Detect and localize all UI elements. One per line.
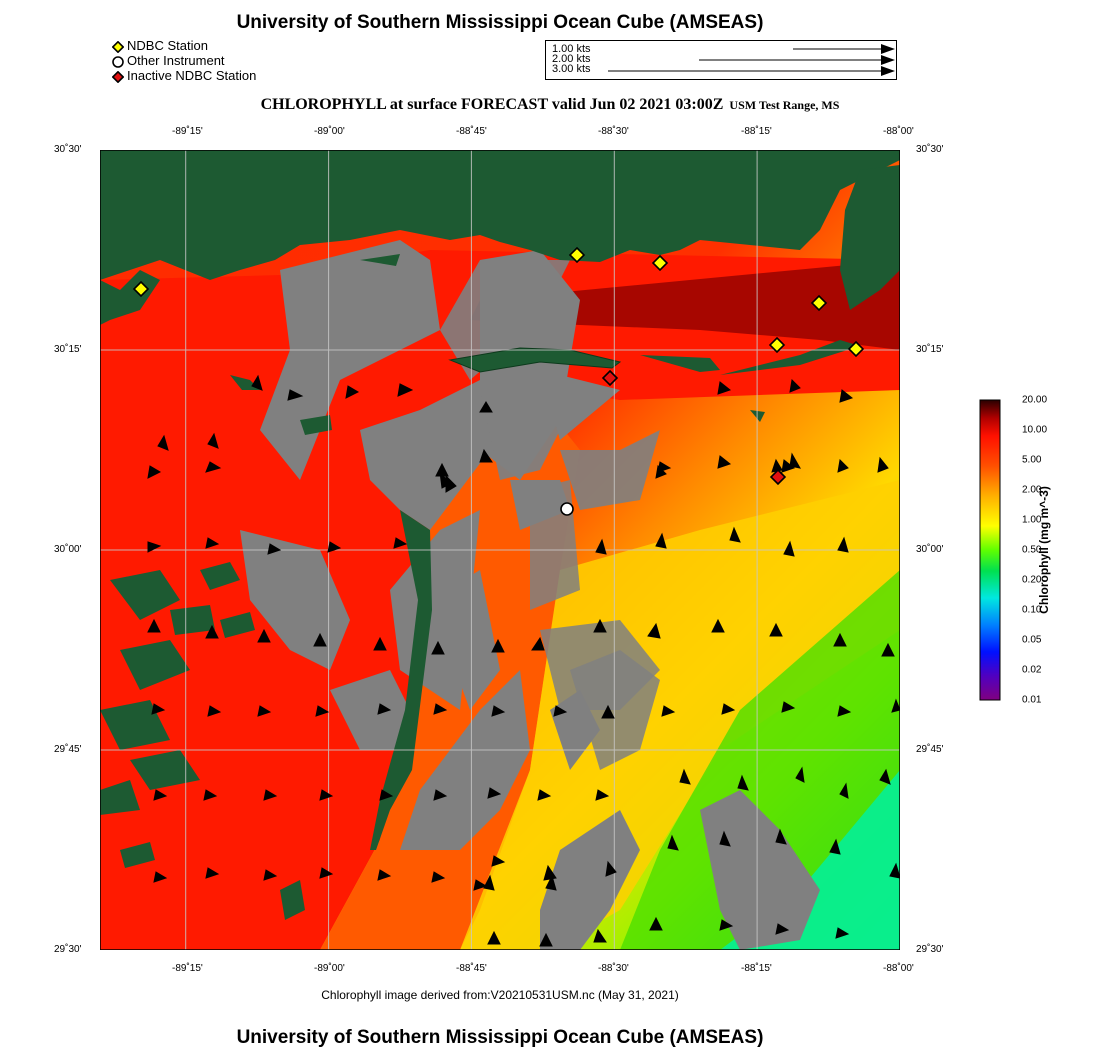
lon-tick-top-2: -89˚00' <box>314 126 345 137</box>
lat-tick-left-1: 30˚30' <box>54 144 82 155</box>
colorbar-tick-1: 20.00 <box>1022 394 1048 406</box>
vector-key-label-2kt: 2.00 kts <box>552 53 591 65</box>
land-mobile-bay-area <box>840 165 900 310</box>
colorbar-tick-9: 0.05 <box>1022 634 1042 646</box>
ndbc-station-marker[interactable] <box>651 254 669 272</box>
colorbar-tick-10: 0.02 <box>1022 664 1042 676</box>
ndbc-station-marker[interactable] <box>847 340 865 358</box>
colorbar-tick-2: 10.00 <box>1022 424 1048 436</box>
chlorophyll-colorbar <box>979 399 1001 701</box>
lon-tick-top-5: -88˚15' <box>741 126 772 137</box>
colorbar-tick-6: 0.50 <box>1022 544 1042 556</box>
colorbar-gradient <box>979 399 1001 701</box>
coastal-dark-red <box>470 260 900 350</box>
barrier-island <box>448 347 622 373</box>
no-data-region <box>700 790 820 950</box>
cyan-region <box>720 770 900 950</box>
forecast-title: CHLOROPHYLL at surface FORECAST valid Ju… <box>260 96 724 113</box>
colorbar-tick-3: 5.00 <box>1022 454 1042 466</box>
lat-tick-right-1: 30˚30' <box>916 144 944 155</box>
red-diamond-icon <box>112 70 124 83</box>
lon-tick-bottom-2: -89˚00' <box>314 963 345 974</box>
marsh-islands <box>100 254 765 920</box>
vector-key-label-1kt: 1.00 kts <box>552 43 591 55</box>
lon-tick-top-4: -88˚30' <box>598 126 629 137</box>
no-data-region <box>400 670 530 850</box>
lat-tick-left-4: 29˚45' <box>54 744 82 755</box>
chlorophyll-map[interactable] <box>100 150 900 950</box>
inactive-ndbc-marker[interactable] <box>769 468 787 486</box>
colorbar-tick-11: 0.01 <box>1022 694 1042 706</box>
lat-tick-right-2: 30˚15' <box>916 344 944 355</box>
current-vector-key: 1.00 kts 2.00 kts 3.00 kts <box>545 40 897 80</box>
vector-key-arrows <box>608 44 895 76</box>
no-data-region <box>540 810 640 950</box>
colorbar-tick-7: 0.20 <box>1022 574 1042 586</box>
lat-tick-right-3: 30˚00' <box>916 544 944 555</box>
map-title: University of Southern Mississippi Ocean… <box>236 12 764 33</box>
yellow-band <box>460 480 900 950</box>
lon-tick-top-6: -88˚00' <box>883 126 914 137</box>
colorbar-tick-5: 1.00 <box>1022 514 1042 526</box>
image-source-caption: Chlorophyll image derived from:V20210531… <box>321 988 679 1002</box>
lon-tick-bottom-4: -88˚30' <box>598 963 629 974</box>
ndbc-station-marker[interactable] <box>568 246 586 264</box>
lon-tick-bottom-5: -88˚15' <box>741 963 772 974</box>
no-data-region <box>430 570 500 710</box>
yellow-diamond-icon <box>112 40 124 53</box>
lon-tick-top-1: -89˚15' <box>172 126 203 137</box>
barrier-island <box>640 355 720 372</box>
lat-tick-left-2: 30˚15' <box>54 344 82 355</box>
lon-tick-bottom-1: -89˚15' <box>172 963 203 974</box>
no-data-region <box>360 370 500 530</box>
lon-tick-bottom-3: -88˚45' <box>456 963 487 974</box>
legend-other-instrument: Other Instrument <box>112 53 225 68</box>
no-data-region <box>240 530 350 670</box>
inactive-ndbc-marker[interactable] <box>601 369 619 387</box>
land-western-shore <box>100 270 160 325</box>
land-mississippi-coast <box>100 150 900 280</box>
no-data-region <box>480 380 570 480</box>
no-data-region <box>330 670 410 750</box>
other-instrument-marker[interactable] <box>560 502 574 516</box>
barrier-island <box>720 340 860 375</box>
white-circle-icon <box>112 55 124 68</box>
legend-label: NDBC Station <box>127 38 208 53</box>
lat-tick-right-4: 29˚45' <box>916 744 944 755</box>
colorbar-tick-8: 0.10 <box>1022 604 1042 616</box>
ndbc-station-marker[interactable] <box>810 294 828 312</box>
vector-key-label-3kt: 3.00 kts <box>552 63 591 75</box>
legend-ndbc-station: NDBC Station <box>112 38 208 53</box>
lon-tick-bottom-6: -88˚00' <box>883 963 914 974</box>
colorbar-tick-4: 2.00 <box>1022 484 1042 496</box>
graticule <box>100 150 900 950</box>
legend-label: Other Instrument <box>127 53 225 68</box>
colorbar-title: Chlorophyll (mg m^-3) <box>1037 486 1051 614</box>
no-data-region <box>570 650 660 770</box>
lon-tick-top-3: -88˚45' <box>456 126 487 137</box>
product-title: CHLOROPHYLL at surface FORECAST valid Ju… <box>0 96 1100 114</box>
region-label: USM Test Range, MS <box>729 98 840 112</box>
lat-tick-right-5: 29˚30' <box>916 944 944 955</box>
lat-tick-left-3: 30˚00' <box>54 544 82 555</box>
footer-title: University of Southern Mississippi Ocean… <box>236 1027 764 1048</box>
stations[interactable] <box>132 246 865 516</box>
legend-inactive-ndbc: Inactive NDBC Station <box>112 68 256 83</box>
legend-label: Inactive NDBC Station <box>127 68 257 83</box>
lat-tick-left-5: 29˚30' <box>54 944 82 955</box>
current-vectors <box>147 374 900 947</box>
chandeleur-islands <box>370 510 432 850</box>
ndbc-station-marker[interactable] <box>768 336 786 354</box>
ndbc-station-marker[interactable] <box>132 280 150 298</box>
no-data-region <box>560 430 660 510</box>
